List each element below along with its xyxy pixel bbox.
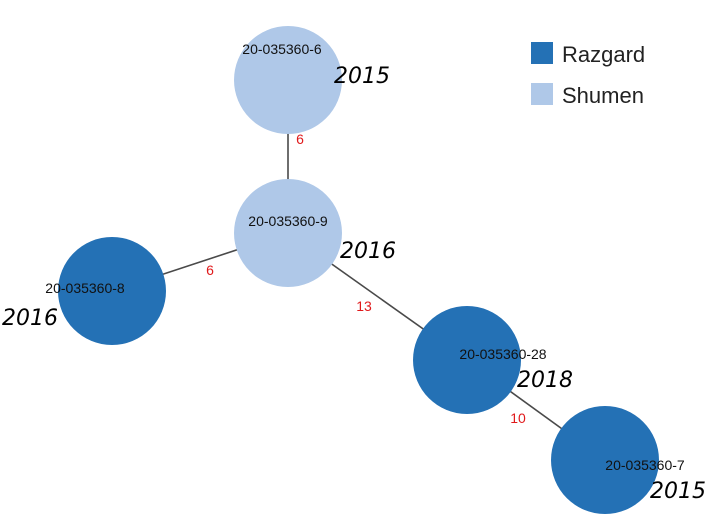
legend-label-shumen: Shumen: [562, 83, 644, 108]
edge-weight-label: 10: [510, 410, 526, 426]
node-circle-shumen: [234, 179, 342, 287]
legend-item-shumen: Shumen: [531, 83, 644, 108]
node-circle-shumen: [234, 26, 342, 134]
node: 20-035360-28 2018: [413, 306, 573, 414]
node-id-label: 20-035360-9: [248, 213, 328, 229]
legend: Razgard Shumen: [531, 42, 645, 108]
node-circle-razgard: [551, 406, 659, 514]
node: 20-035360-9 2016: [234, 179, 396, 287]
node-year-label: 2015: [650, 479, 706, 504]
node-year-label: 2015: [334, 64, 390, 89]
legend-label-razgard: Razgard: [562, 42, 645, 67]
node-id-label: 20-035360-28: [459, 346, 546, 362]
node-id-label: 20-035360-8: [45, 280, 125, 296]
node: 20-035360-8 2016: [2, 237, 166, 345]
edge-weight-label: 6: [206, 262, 214, 278]
node-year-label: 2016: [2, 306, 58, 331]
node-circle-razgard: [58, 237, 166, 345]
legend-item-razgard: Razgard: [531, 42, 645, 67]
nodes-layer: 20-035360-6201520-035360-9201620-035360-…: [2, 26, 706, 514]
node-id-label: 20-035360-7: [605, 457, 685, 473]
node-circle-razgard: [413, 306, 521, 414]
node: 20-035360-6 2015: [234, 26, 390, 134]
edge-weight-label: 6: [296, 131, 304, 147]
node-year-label: 2016: [340, 239, 396, 264]
legend-swatch-shumen: [531, 83, 553, 105]
node: 20-035360-7 2015: [551, 406, 706, 514]
legend-swatch-razgard: [531, 42, 553, 64]
edge-weight-label: 13: [356, 298, 372, 314]
node-id-label: 20-035360-6: [242, 41, 322, 57]
edges-layer: 6 6 13 10: [111, 80, 606, 461]
node-year-label: 2018: [517, 368, 573, 393]
